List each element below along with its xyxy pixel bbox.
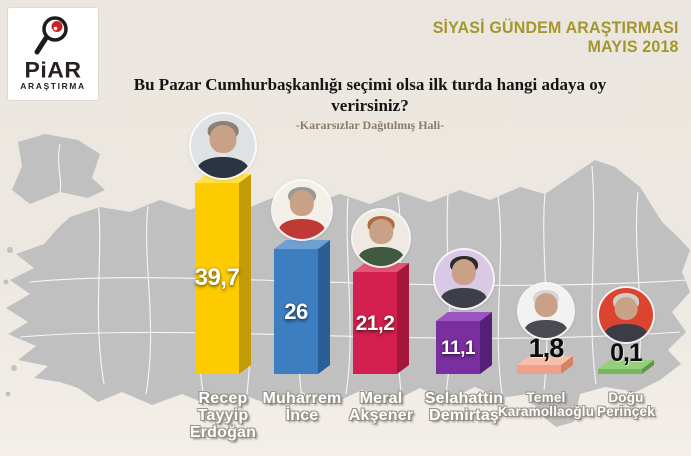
candidate-name-line: Karamollaoğlu xyxy=(497,404,595,420)
candidate-name: Doğu Perinçek xyxy=(556,390,691,420)
bar-front-face xyxy=(353,272,397,374)
value-label: 39,7 xyxy=(194,263,240,291)
value-label: 26 xyxy=(284,298,308,324)
value-label: 21,2 xyxy=(355,312,395,336)
candidate-name: Muharrem İnce xyxy=(232,390,372,425)
candidate-name-line: Akşener xyxy=(348,406,414,424)
avatar-face xyxy=(209,124,237,153)
candidate-photo xyxy=(353,210,409,267)
value-label: 0,1 xyxy=(610,339,643,367)
candidate-name-line: Tayyip xyxy=(197,406,249,424)
bar-front-face xyxy=(436,320,480,374)
magnifier-icon xyxy=(34,16,68,55)
candidate-name-line: Meral xyxy=(359,390,403,407)
bar-6 xyxy=(598,359,654,374)
candidate-name: Recep Tayyip Erdoğan xyxy=(153,390,293,442)
avatar-torso xyxy=(197,156,249,179)
candidate-name-line: Temel xyxy=(526,390,566,405)
avatar-face xyxy=(451,259,477,285)
question-title: Bu Pazar Cumhurbaşkanlığı seçimi olsa il… xyxy=(100,74,640,116)
report-header: SİYASİ GÜNDEM ARAŞTIRMASI MAYIS 2018 xyxy=(433,18,679,56)
bar-front-face xyxy=(517,365,561,374)
avatar-torso xyxy=(440,288,488,308)
value-label: 11,1 xyxy=(441,338,475,360)
candidate-name-line: İnce xyxy=(285,406,319,424)
question-subtitle: -Kararsızlar Dağıtılmış Hali- xyxy=(295,118,445,132)
bar-front-face xyxy=(274,249,318,374)
candidate-photo xyxy=(599,288,653,342)
candidate-photo xyxy=(273,181,331,240)
candidate-name-line: Perinçek xyxy=(597,404,655,420)
bar-2 xyxy=(274,240,330,374)
avatar-torso xyxy=(604,323,648,342)
logo-text: PiAR xyxy=(24,57,82,83)
candidate-name-line: Erdoğan xyxy=(189,423,257,441)
bar-1 xyxy=(195,174,251,374)
candidate-name: Temel Karamollaoğlu xyxy=(476,390,616,420)
candidate-name: Meral Akşener xyxy=(311,390,451,425)
candidate-name-line: Muharrem xyxy=(262,390,342,407)
avatar-torso xyxy=(358,247,404,267)
candidate-photo xyxy=(435,249,493,308)
logo-subtext: ARAŞTIRMA xyxy=(20,81,86,91)
avatar-face xyxy=(614,296,638,321)
avatar-face xyxy=(369,219,393,244)
candidate-name-line: Demirtaş xyxy=(428,406,500,424)
avatar-face xyxy=(289,190,315,216)
report-date: MAYIS 2018 xyxy=(587,37,679,56)
bar-front-face xyxy=(195,183,239,374)
candidate-name-line: Doğu xyxy=(608,390,644,405)
candidate-name: Selahattin Demirtaş xyxy=(394,390,534,425)
report-title: SİYASİ GÜNDEM ARAŞTIRMASI xyxy=(433,18,679,37)
avatar-face xyxy=(534,293,558,317)
piar-logo: PiAR ARAŞTIRMA xyxy=(8,8,98,100)
avatar-torso xyxy=(524,320,568,339)
question-line1: Bu Pazar Cumhurbaşkanlığı seçimi olsa il… xyxy=(133,75,607,94)
question-line2: verirsiniz? xyxy=(331,96,409,115)
candidate-name-line: Recep xyxy=(198,390,248,407)
bar-4 xyxy=(436,311,492,374)
bar-5 xyxy=(517,356,573,374)
candidate-photo xyxy=(191,114,255,179)
candidate-photo xyxy=(519,284,573,339)
bar-3 xyxy=(353,263,409,374)
candidate-name-line: Selahattin xyxy=(424,390,504,407)
value-label: 1,8 xyxy=(528,333,565,364)
bar-front-face xyxy=(598,369,642,374)
avatar-torso xyxy=(278,219,326,240)
